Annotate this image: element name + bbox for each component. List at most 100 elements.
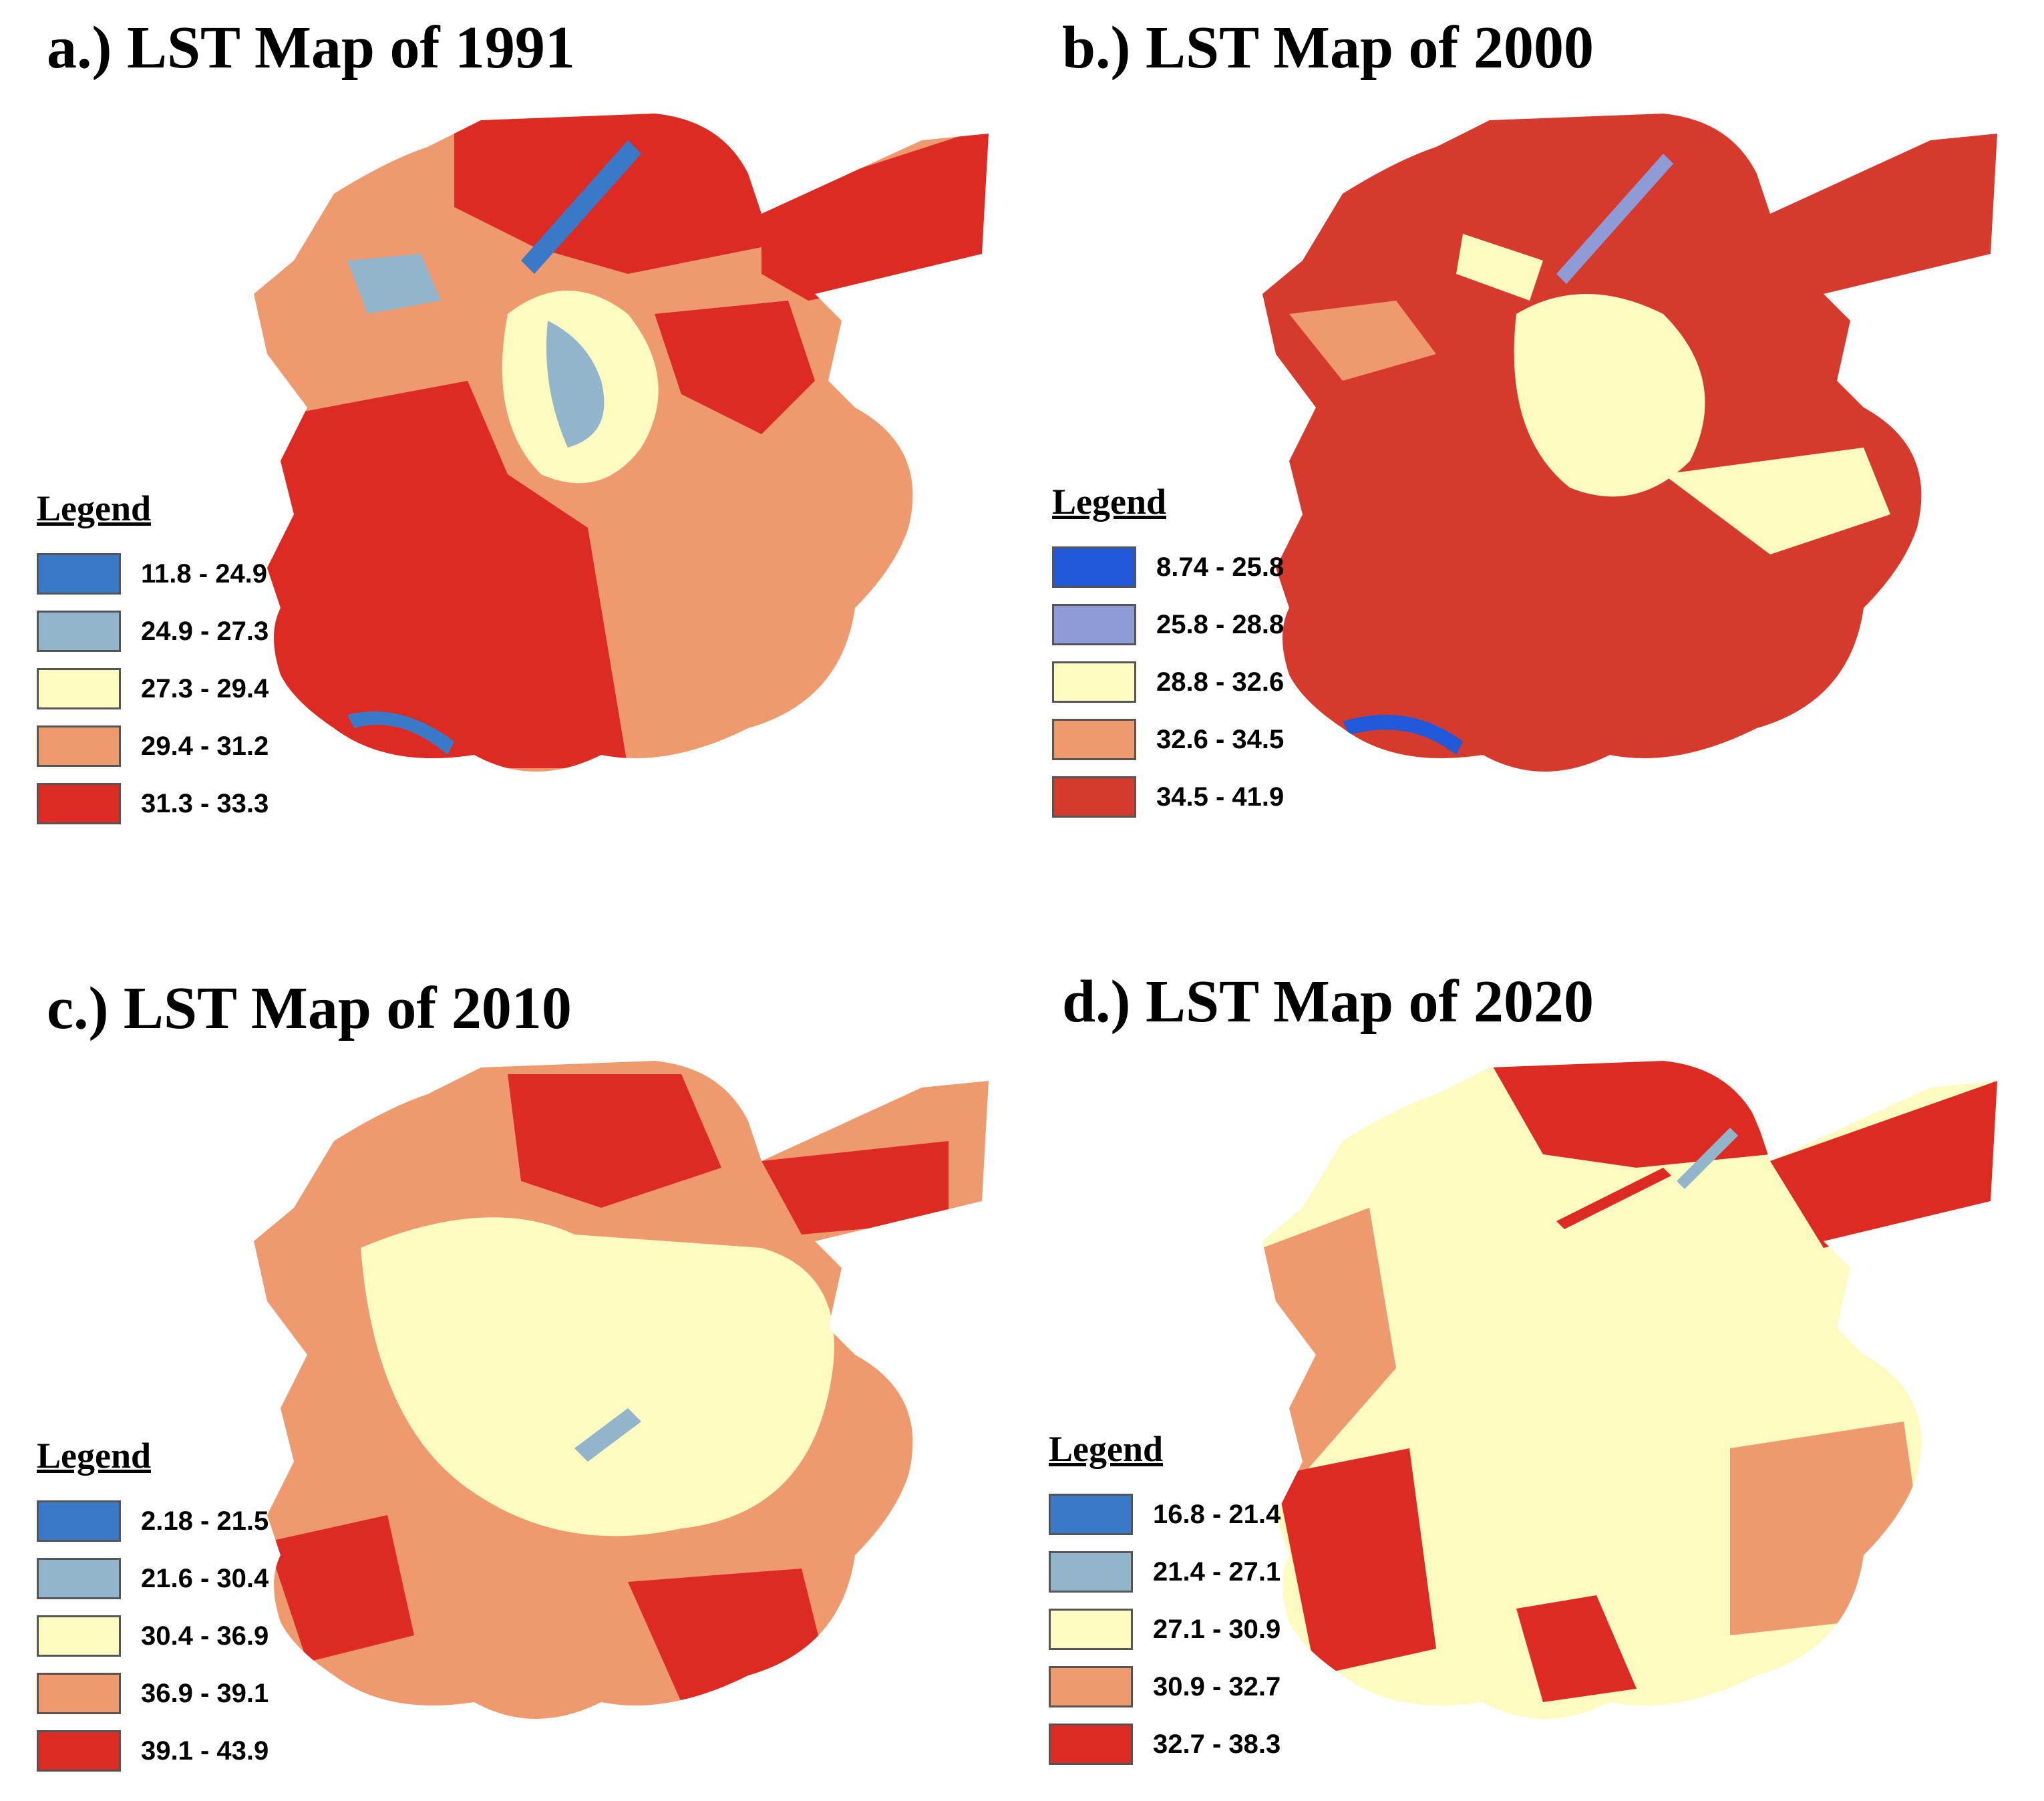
map-zone-cool [1663,448,1890,554]
legend-swatch [1049,1551,1133,1593]
map-zone-water [546,321,605,448]
legend-label: 32.6 - 34.5 [1156,724,1285,754]
legend-label: 34.5 - 41.9 [1156,782,1285,812]
map-river [347,711,454,755]
panel-lst-2020: d.) LST Map of 2020 Legend 16.8 - 21.4 2… [1022,900,2044,1801]
lst-map-2010 [254,1061,989,1719]
legend-label: 29.4 - 31.2 [141,731,269,761]
legend-item: 8.74 - 25.8 [1052,538,1319,596]
legend-title: Legend [1049,1429,1164,1469]
map-zone-water [347,254,441,314]
legend-label: 16.8 - 21.4 [1153,1499,1281,1529]
map-zone-warm [1730,1422,1917,1635]
legend-label: 32.7 - 38.3 [1153,1729,1281,1759]
map-zone-cool [361,1217,834,1536]
legend-label: 11.8 - 24.9 [141,558,268,589]
map-river [1343,715,1463,755]
map-zone-hot [1516,1595,1637,1702]
legend: Legend 2.18 - 21.5 21.6 - 30.4 30.4 - 36… [37,1435,304,1780]
legend: Legend 11.8 - 24.9 24.9 - 27.3 27.3 - 29… [37,488,304,832]
legend-label: 30.4 - 36.9 [141,1621,269,1651]
legend-label: 2.18 - 21.5 [141,1506,269,1536]
map-zone-water [574,1408,641,1462]
legend-item: 32.6 - 34.5 [1052,711,1319,768]
legend-label: 31.3 - 33.3 [141,788,269,818]
legend-title: Legend [37,1436,152,1476]
panel-title: c.) LST Map of 2010 [47,975,572,1041]
map-zone-hot [267,1515,414,1662]
map-zone-hot [1276,1448,1436,1675]
legend-swatch [1052,776,1136,818]
legend-swatch [37,668,121,709]
legend-item: 34.5 - 41.9 [1052,768,1319,826]
legend-item: 30.4 - 36.9 [37,1607,304,1665]
legend-item: 36.9 - 39.1 [37,1665,304,1722]
lst-map-2020 [1262,1061,1997,1719]
panel-lst-2010: c.) LST Map of 2010 Legend 2.18 - 21.5 2… [0,900,1022,1801]
legend-item: 27.3 - 29.4 [37,660,304,717]
legend-swatch [37,783,121,824]
legend-label: 25.8 - 28.8 [1156,609,1285,639]
legend-swatch [37,553,121,595]
legend-swatch [1049,1666,1133,1707]
legend-label: 21.6 - 30.4 [141,1563,269,1593]
map-zone-hot [761,127,989,301]
legend-item: 30.9 - 32.7 [1049,1658,1316,1715]
legend-item: 16.8 - 21.4 [1049,1486,1316,1543]
legend-swatch [37,725,121,767]
panel-title: d.) LST Map of 2020 [1062,969,1594,1035]
map-zone-water [1677,1128,1738,1189]
panel-lst-1991: a.) LST Map of 1991 Legend 11.8 - 24.9 2… [0,0,1022,900]
map-zone-hot [1490,1061,1770,1168]
legend-swatch [1049,1609,1133,1650]
map-zone-hot [761,1141,949,1235]
map-zone-hot [508,1074,721,1208]
map-river [1556,154,1673,284]
legend-label: 27.1 - 30.9 [1153,1614,1281,1644]
legend-swatch [1049,1494,1133,1535]
map-zone-cool [1456,234,1543,301]
legend-item: 24.9 - 27.3 [37,603,304,660]
legend-label: 27.3 - 29.4 [141,673,269,703]
legend-swatch [1052,719,1136,760]
legend-label: 36.9 - 39.1 [141,1678,269,1708]
legend-swatch [37,1730,121,1772]
legend-label: 30.9 - 32.7 [1153,1671,1281,1701]
legend-label: 28.8 - 32.6 [1156,667,1285,697]
legend-item: 11.8 - 24.9 [37,545,304,603]
legend-item: 21.4 - 27.1 [1049,1543,1316,1601]
lst-map-2000 [1262,114,1997,772]
panel-title: b.) LST Map of 2000 [1062,15,1594,81]
legend: Legend 16.8 - 21.4 21.4 - 27.1 27.1 - 30… [1049,1428,1316,1773]
legend-swatch [37,1558,121,1599]
legend-item: 21.6 - 30.4 [37,1550,304,1607]
legend-title: Legend [37,488,152,528]
legend-item: 2.18 - 21.5 [37,1492,304,1550]
legend-item: 25.8 - 28.8 [1052,596,1319,653]
legend-swatch [1052,546,1136,588]
legend-item: 28.8 - 32.6 [1052,653,1319,711]
legend-swatch [1052,661,1136,703]
legend-swatch [1052,604,1136,645]
panel-title: a.) LST Map of 1991 [47,15,575,81]
map-zone-hot [1770,1081,1997,1248]
legend-swatch [1049,1724,1133,1765]
lst-map-1991 [254,114,989,772]
legend-item: 29.4 - 31.2 [37,717,304,775]
legend-item: 32.7 - 38.3 [1049,1715,1316,1773]
map-river [521,140,641,274]
legend-swatch [37,1500,121,1542]
legend: Legend 8.74 - 25.8 25.8 - 28.8 28.8 - 32… [1052,481,1319,826]
legend-label: 21.4 - 27.1 [1153,1557,1281,1587]
legend-label: 39.1 - 43.9 [141,1736,269,1766]
map-zone-hot [254,381,628,768]
legend-title: Legend [1052,482,1167,522]
legend-item: 27.1 - 30.9 [1049,1601,1316,1658]
legend-swatch [37,611,121,652]
map-zone-warm [1289,301,1436,381]
legend-item: 39.1 - 43.9 [37,1722,304,1780]
legend-swatch [37,1673,121,1714]
map-zone-warm [1262,1208,1396,1475]
legend-item: 31.3 - 33.3 [37,775,304,832]
panel-lst-2000: b.) LST Map of 2000 Legend 8.74 - 25.8 2… [1022,0,2044,900]
